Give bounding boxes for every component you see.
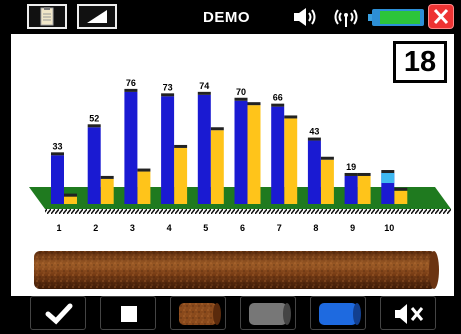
bar-primary-cap <box>381 170 395 174</box>
bar-secondary <box>320 159 334 204</box>
bar-primary-cap <box>161 93 175 97</box>
bar-data-label: 74 <box>199 81 209 91</box>
bar-primary-cap <box>124 88 138 92</box>
gray-pipe-icon <box>249 303 291 325</box>
bar-secondary <box>210 130 224 204</box>
bottom-toolbar <box>0 296 461 334</box>
bar-primary <box>307 140 321 204</box>
pipe-visual <box>34 251 439 289</box>
bar-primary <box>51 155 64 204</box>
bar-primary <box>124 91 138 204</box>
bar-secondary <box>174 147 188 204</box>
bar-secondary-cap <box>394 187 408 191</box>
mute-button[interactable] <box>380 296 436 330</box>
category-tick-label: 1 <box>56 223 61 233</box>
category-tick-label: 7 <box>277 223 282 233</box>
bar-secondary-cap <box>284 115 298 119</box>
bar-secondary-cap <box>357 172 371 176</box>
bar-data-label: 43 <box>309 127 319 137</box>
bar-data-label: 73 <box>163 82 173 92</box>
category-tick-label: 2 <box>93 223 98 233</box>
category-tick-label: 9 <box>350 223 355 233</box>
category-tick-label: 4 <box>167 223 172 233</box>
bar-highlight <box>381 173 395 184</box>
speaker-icon[interactable] <box>293 7 321 27</box>
bar-primary <box>271 106 285 204</box>
bar-secondary <box>357 175 371 204</box>
category-tick-label: 3 <box>130 223 135 233</box>
close-button[interactable] <box>428 4 454 29</box>
confirm-button[interactable] <box>30 296 86 330</box>
blue-pipe-button[interactable] <box>310 296 366 330</box>
bar-data-label: 19 <box>346 162 356 172</box>
mute-icon <box>395 304 424 324</box>
wireless-icon <box>334 9 358 27</box>
bar-primary <box>234 100 248 204</box>
status-bar: DEMO <box>0 0 461 33</box>
chart-floor-edge <box>45 209 451 214</box>
bar-primary-cap <box>51 152 64 156</box>
clipboard-icon <box>40 7 54 26</box>
bar-primary-cap <box>307 137 321 141</box>
category-tick-label: 10 <box>384 223 394 233</box>
bar-secondary-cap <box>137 168 151 172</box>
bar-secondary-cap <box>210 127 224 131</box>
bar-primary-cap <box>344 172 358 176</box>
bar-secondary-cap <box>174 144 188 148</box>
bar-data-label: 33 <box>52 141 62 151</box>
bar-secondary <box>100 178 114 204</box>
signal-button[interactable] <box>77 4 117 29</box>
blue-pipe-icon <box>319 303 361 325</box>
bar-secondary <box>284 118 298 204</box>
bar-primary-cap <box>234 97 248 101</box>
clipboard-button[interactable] <box>27 4 67 29</box>
bar-secondary <box>137 171 151 204</box>
bar-secondary-cap <box>320 156 334 160</box>
bar-primary <box>87 127 101 204</box>
reading-counter: 18 <box>393 41 447 83</box>
stop-button[interactable] <box>100 296 156 330</box>
bar-data-label: 66 <box>273 93 283 103</box>
bar-primary-cap <box>271 103 285 107</box>
rusty-pipe-button[interactable] <box>170 296 226 330</box>
bar-data-label: 76 <box>126 78 136 88</box>
rusty-pipe-icon <box>179 303 221 325</box>
category-tick-label: 6 <box>240 223 245 233</box>
signal-ramp-icon <box>87 10 107 23</box>
stop-icon <box>121 306 137 322</box>
category-tick-label: 5 <box>203 223 208 233</box>
bar-data-label: 52 <box>89 113 99 123</box>
bar-primary <box>344 175 358 204</box>
bar-primary-cap <box>197 91 211 95</box>
bar-secondary-cap <box>64 193 77 197</box>
bar-data-label: 70 <box>236 87 246 97</box>
bar-secondary-cap <box>100 175 114 179</box>
close-icon <box>433 8 449 25</box>
category-tick-label: 8 <box>313 223 318 233</box>
bar-primary <box>197 94 211 204</box>
bar-secondary <box>394 190 408 204</box>
bar-primary-cap <box>87 124 101 128</box>
check-icon <box>45 303 73 325</box>
bar-secondary-cap <box>247 102 261 106</box>
battery-icon <box>368 9 424 26</box>
bar-secondary <box>64 196 77 204</box>
gray-pipe-button[interactable] <box>240 296 296 330</box>
mode-label: DEMO <box>203 9 250 26</box>
bar-primary <box>161 96 175 204</box>
bar-secondary <box>247 105 261 204</box>
